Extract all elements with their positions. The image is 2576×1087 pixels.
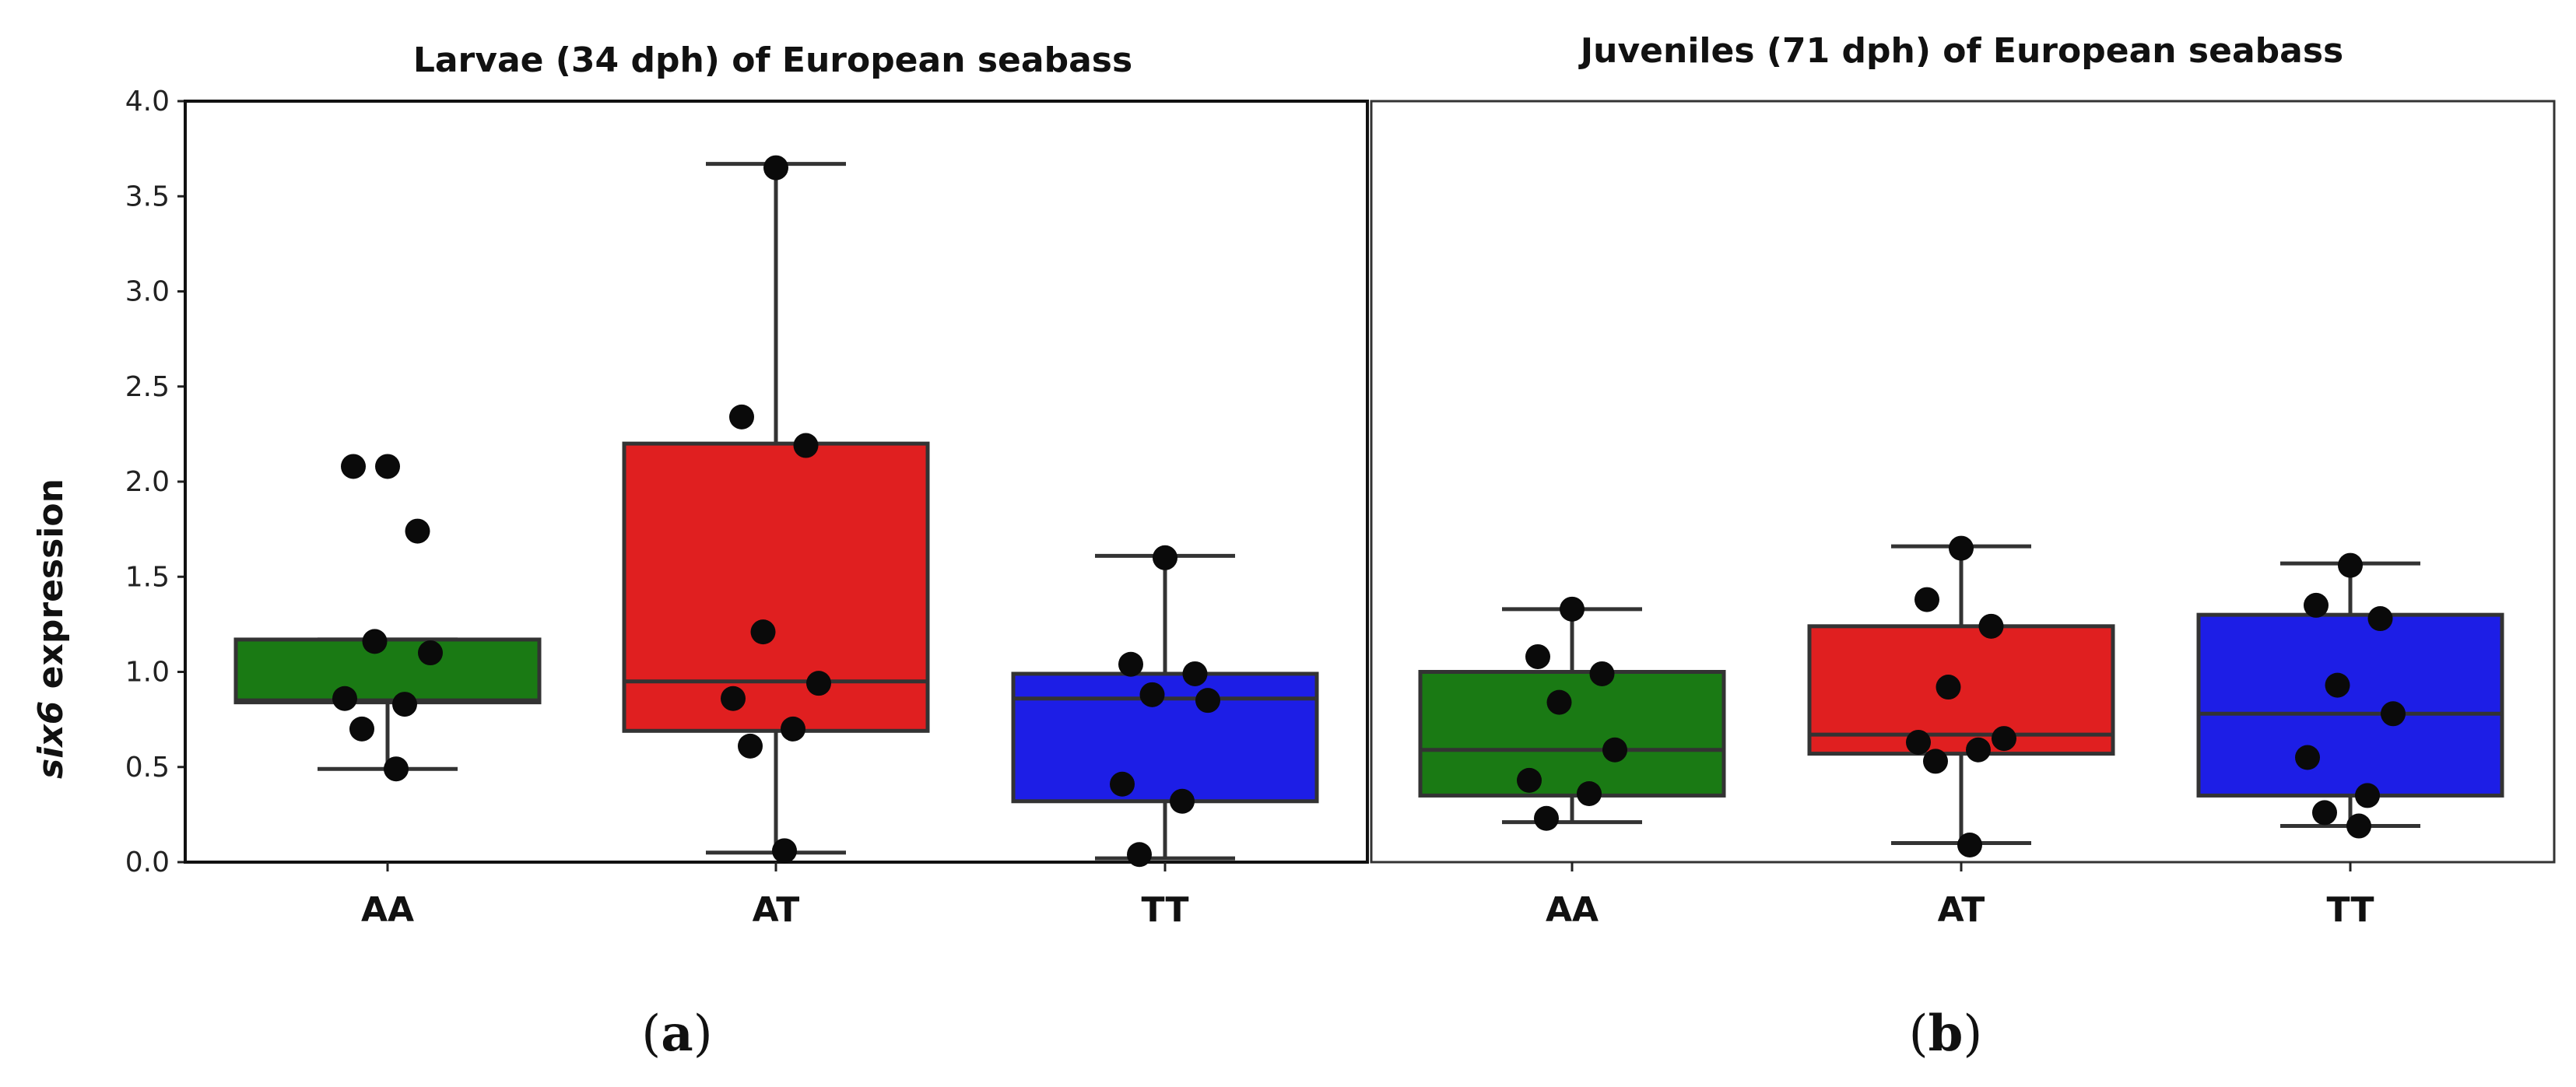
data-point (1195, 688, 1220, 714)
x-tick-label-at: AT (1938, 890, 1985, 930)
y-axis-label-suffix: expression (31, 479, 71, 701)
data-point (2367, 606, 2393, 632)
panel-a-title: Larvae (34 dph) of European seabass (413, 40, 1132, 80)
x-tick-label-aa: AA (361, 890, 414, 930)
data-point (1602, 737, 1627, 763)
data-point (1517, 767, 1542, 793)
data-point (1546, 689, 1572, 715)
data-point (2312, 800, 2337, 826)
data-point (1992, 726, 2016, 752)
data-point (1957, 832, 1982, 857)
data-point (375, 454, 400, 479)
data-point (781, 716, 805, 742)
data-point (1110, 771, 1135, 797)
x-tick-label-tt: TT (2326, 890, 2374, 930)
data-point (1560, 596, 1585, 622)
data-point (1923, 749, 1948, 774)
y-tick-label: 0.0 (125, 847, 170, 878)
data-point (1182, 661, 1208, 686)
data-point (2346, 813, 2371, 839)
x-tick-label-at: AT (753, 890, 800, 930)
data-point (1978, 613, 2004, 639)
data-point (1577, 780, 1602, 806)
y-tick-label: 1.5 (125, 561, 170, 593)
data-point (772, 838, 797, 864)
y-axis-label-gene: six6 (31, 701, 71, 779)
box-tt (1011, 671, 1319, 804)
data-point (806, 671, 831, 696)
data-point (1139, 682, 1165, 707)
data-point (2304, 592, 2329, 618)
data-point (1525, 643, 1550, 669)
panel-a-tag-letter: a (661, 1005, 693, 1063)
data-point (418, 640, 443, 666)
box-tt (2196, 612, 2504, 798)
data-point (1118, 651, 1143, 677)
data-point (1153, 545, 1177, 570)
data-point (362, 629, 388, 654)
data-point (2381, 701, 2406, 727)
data-point (1966, 737, 1991, 763)
data-point (405, 518, 430, 544)
box-aa (233, 637, 542, 705)
data-point (1127, 842, 1152, 868)
x-tick-label-aa: AA (1546, 890, 1599, 930)
data-point (332, 686, 357, 711)
data-point (2355, 783, 2380, 808)
y-tick-label: 2.0 (125, 466, 170, 498)
y-tick-label: 2.5 (125, 371, 170, 403)
data-point (763, 155, 788, 181)
box-at (1807, 624, 2115, 756)
data-point (1589, 661, 1615, 686)
data-point (1534, 805, 1559, 831)
panel-a-plot: AA AT TT (184, 100, 1369, 930)
x-tick-label-tt: TT (1141, 890, 1188, 930)
data-point (1906, 729, 1931, 755)
y-tick-label: 3.0 (125, 276, 170, 308)
y-axis-label: six6 expression (31, 479, 71, 779)
box-at (622, 441, 930, 733)
data-point (793, 433, 819, 458)
panel-b-tag: (b) (1909, 1005, 1983, 1063)
data-point (384, 756, 409, 782)
panel-b-plot: AA AT TT (1370, 100, 2556, 930)
data-point (1936, 675, 1961, 700)
y-tick-label: 4.0 (125, 86, 170, 117)
box-aa (1418, 670, 1726, 798)
data-point (729, 404, 754, 430)
data-point (1170, 788, 1195, 814)
panel-a-tag: (a) (641, 1005, 712, 1063)
y-tick-label: 3.5 (125, 181, 170, 212)
data-point (341, 454, 366, 479)
data-point (1914, 587, 1939, 612)
data-point (738, 733, 763, 759)
y-tick-label: 1.0 (125, 657, 170, 689)
data-point (2295, 745, 2320, 770)
panel-b-tag-letter: b (1928, 1005, 1964, 1063)
panel-b-title: Juveniles (71 dph) of European seabass (1578, 31, 2343, 71)
y-axis-ticks: 0.0 0.5 1.0 1.5 2.0 2.5 3.0 3.5 4.0 (125, 86, 187, 878)
data-point (392, 692, 417, 717)
y-tick-label: 0.5 (125, 752, 170, 784)
data-point (2338, 552, 2363, 578)
data-point (750, 619, 776, 645)
data-point (721, 686, 746, 711)
data-point (1949, 535, 1974, 561)
plot-frame (1370, 100, 2556, 864)
data-point (349, 716, 374, 742)
data-point (2325, 672, 2350, 698)
